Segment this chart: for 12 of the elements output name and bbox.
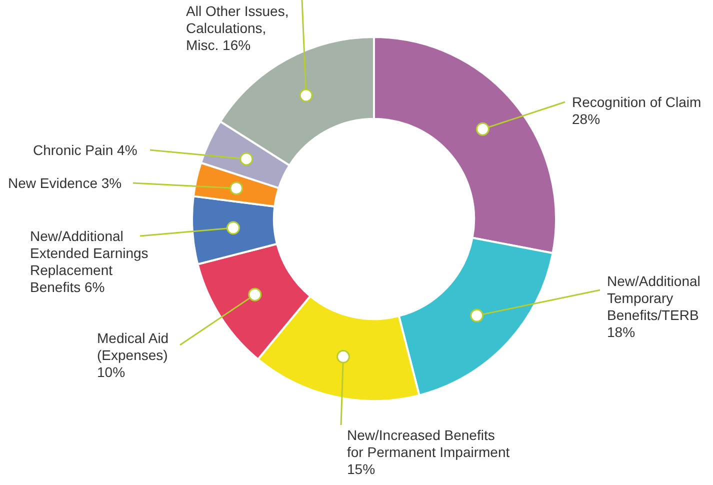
slice-label: Chronic Pain 4% <box>33 142 138 159</box>
data-label: 10% <box>97 364 126 380</box>
data-label: 18% <box>607 324 636 340</box>
slice-label: Medical Aid (Expenses) <box>97 330 169 363</box>
slice-label: New/Increased Benefits for Permanent Impairment <box>347 427 510 460</box>
slice-label: New/Additional Extended Earnings Replacement Benefits 6% <box>30 228 148 296</box>
data-label: 15% <box>347 461 376 477</box>
slice-label: Recognition of Claim <box>572 94 702 110</box>
slice-label: New/Additional Temporary Benefits/TERB <box>607 273 700 323</box>
slice-label: New Evidence 3% <box>8 175 122 192</box>
data-label: 28% <box>572 111 600 127</box>
slice-label: All Other Issues, Calculations, Misc. 16% <box>186 3 289 54</box>
